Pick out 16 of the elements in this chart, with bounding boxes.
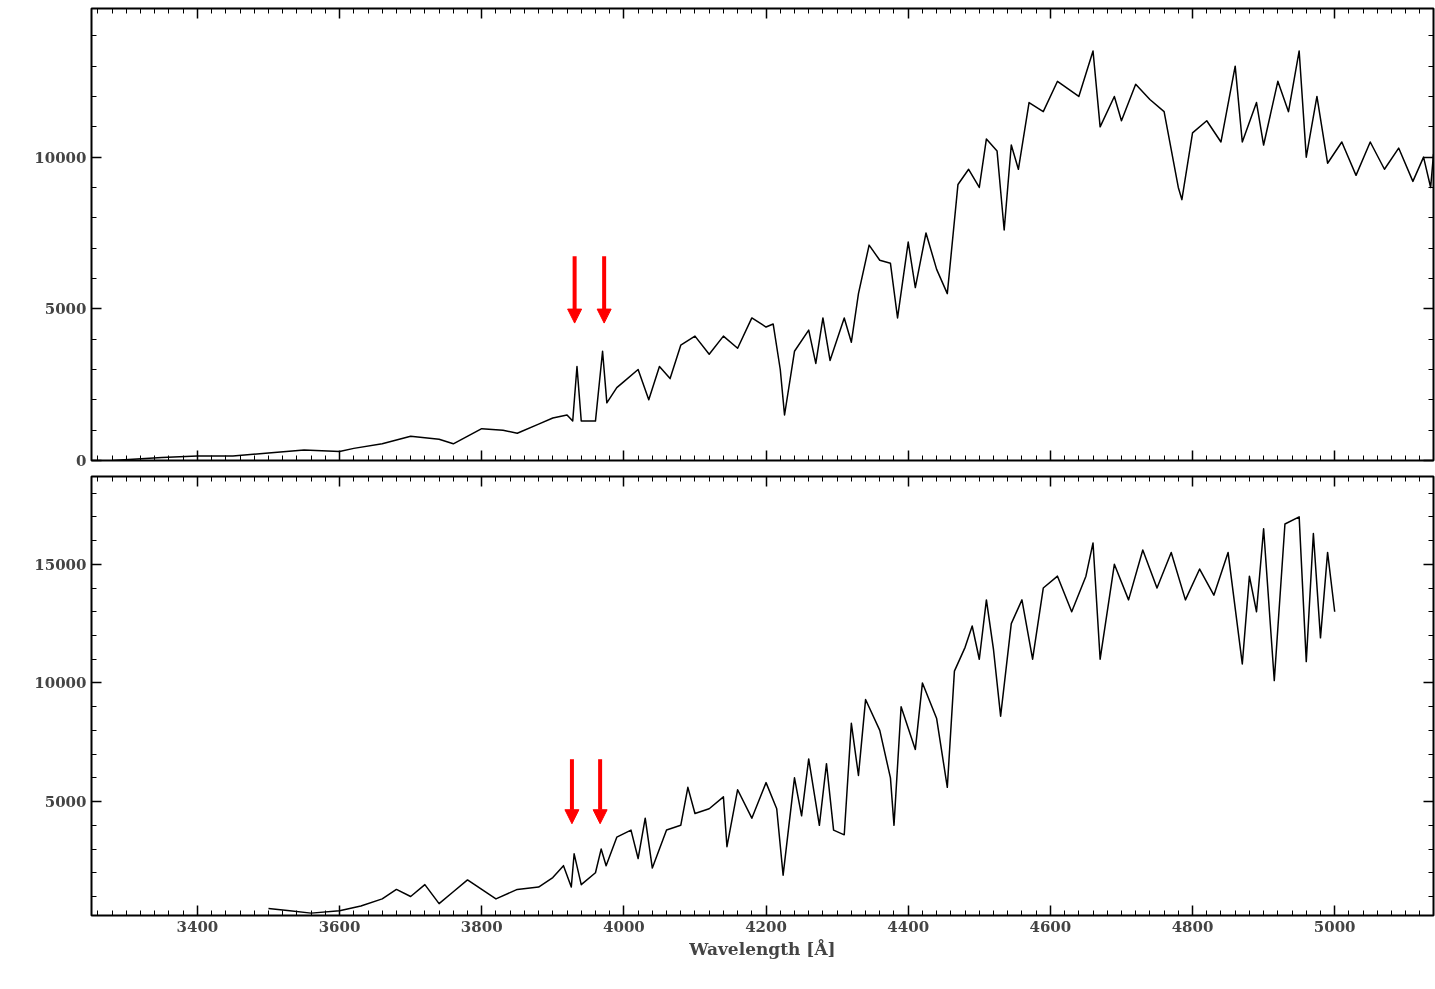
x-tick-label: 5000 <box>1313 917 1356 936</box>
y-tick-label: 5000 <box>44 793 87 812</box>
x-tick-label: 4400 <box>887 917 930 936</box>
y-tick-label: 10000 <box>34 148 87 167</box>
x-tick-label: 3800 <box>460 917 503 936</box>
x-tick-label: 4000 <box>603 917 645 936</box>
y-tick-label: 10000 <box>34 674 87 693</box>
y-tick-label: 0 <box>76 452 87 470</box>
y-tick-label: 15000 <box>34 555 87 574</box>
x-axis-title: Wavelength [Å] <box>688 937 836 959</box>
x-tick-label: 3400 <box>176 917 219 936</box>
y-tick-label: 5000 <box>44 300 87 319</box>
x-tick-label: 4600 <box>1029 917 1072 936</box>
x-tick-label: 4200 <box>745 917 787 936</box>
x-tick-label: 4800 <box>1171 917 1214 936</box>
x-tick-label: 3600 <box>318 917 361 936</box>
